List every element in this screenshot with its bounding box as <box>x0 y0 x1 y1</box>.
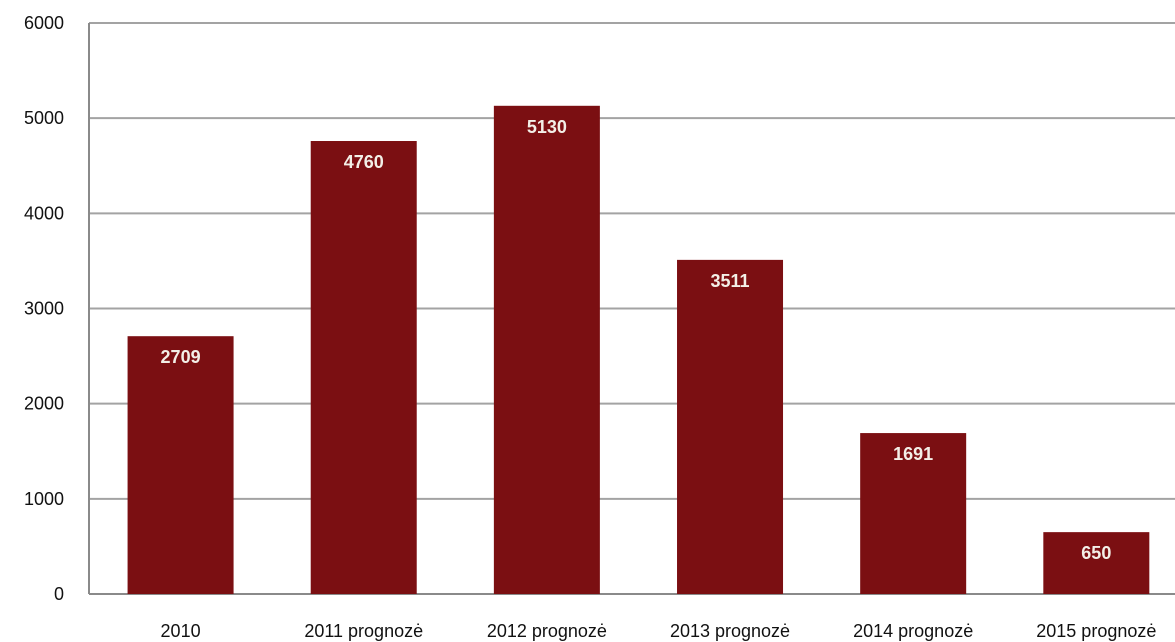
bar <box>493 105 600 595</box>
bar <box>677 259 784 594</box>
bar-data-label: 1691 <box>893 444 933 464</box>
bar <box>860 433 967 594</box>
grid-layer <box>89 22 1175 595</box>
y-tick-label: 0 <box>54 584 64 604</box>
bar-data-label: 650 <box>1081 543 1111 563</box>
y-tick-label: 6000 <box>24 13 64 33</box>
y-tick-label: 3000 <box>24 299 64 319</box>
bar <box>310 141 417 595</box>
x-tick-label: 2015 prognozė <box>1036 621 1156 641</box>
y-tick-label: 2000 <box>24 394 64 414</box>
x-tick-label: 2014 prognozė <box>853 621 973 641</box>
bar <box>127 336 234 594</box>
axis-layer <box>88 23 1175 595</box>
y-tick-label: 4000 <box>24 203 64 223</box>
x-tick-label: 2013 prognozė <box>670 621 790 641</box>
bar-data-label: 2709 <box>161 347 201 367</box>
x-tick-label: 2010 <box>161 621 201 641</box>
bar-data-label: 4760 <box>344 152 384 172</box>
labels-layer: 0 1000 2000 3000 4000 5000 6000 2709 2010 4760 201… <box>24 13 1156 641</box>
bars-layer <box>127 105 1150 595</box>
x-tick-label: 2011 prognozė <box>304 621 423 641</box>
bar-data-label: 5130 <box>527 117 567 137</box>
y-tick-label: 1000 <box>24 489 64 509</box>
bar <box>1043 532 1150 594</box>
bar-data-label: 3511 <box>710 271 749 291</box>
y-tick-label: 5000 <box>24 108 64 128</box>
x-tick-label: 2012 prognozė <box>487 621 607 641</box>
